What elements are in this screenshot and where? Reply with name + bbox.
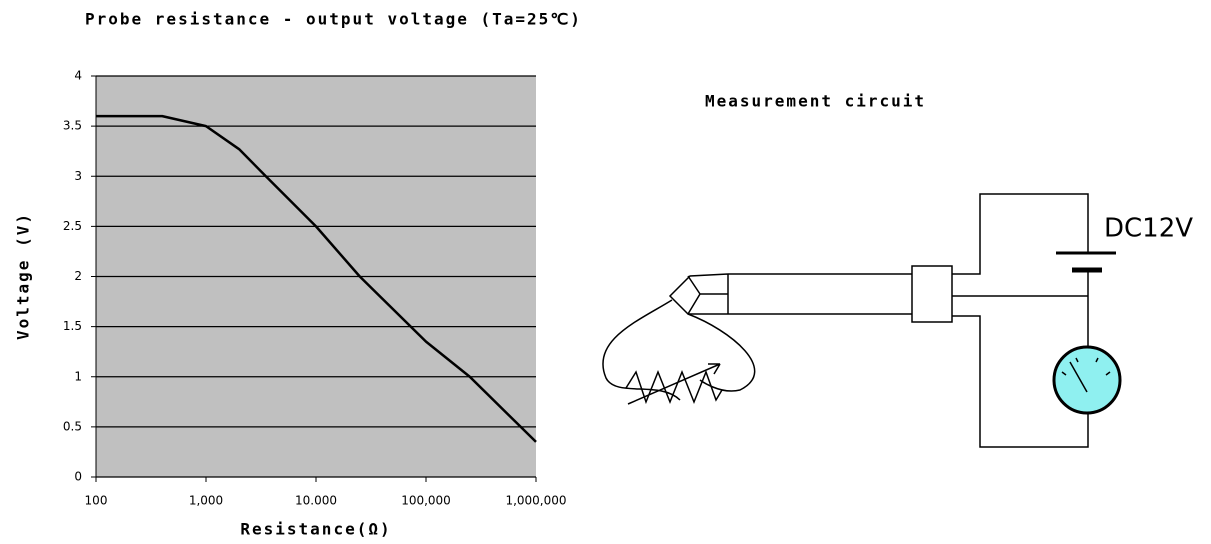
y-tick-label: 2 [74, 269, 82, 283]
connector [911, 265, 953, 323]
y-tick-label: 3.5 [63, 119, 82, 133]
probe [668, 273, 912, 315]
x-tick-label: 1,000 [189, 494, 223, 508]
y-tick-label: 3 [74, 169, 82, 183]
x-tick-label: 100 [85, 494, 108, 508]
circuit: Measurement circuit DC12V [602, 92, 1193, 448]
x-axis-label: Resistance(Ω) [240, 520, 391, 539]
meter [1052, 345, 1122, 415]
data-line [96, 114, 537, 443]
y-tick-label: 2.5 [63, 219, 82, 233]
circuit-title: Measurement circuit [705, 92, 926, 111]
y-tick-label: 0.5 [63, 419, 82, 433]
chart-title: Probe resistance - output voltage (Ta=25… [85, 10, 582, 29]
probe-leads [602, 299, 756, 401]
meter-needle [1061, 357, 1111, 393]
wires [952, 193, 1089, 448]
y-tick-label: 0 [74, 470, 82, 484]
supply-label: DC12V [1104, 214, 1193, 244]
resistor [625, 363, 723, 405]
x-tick-label: 1,000,000 [505, 494, 566, 508]
y-tick-label: 1 [74, 369, 82, 383]
y-tick-label: 4 [74, 69, 82, 83]
y-tick-label: 1.5 [63, 319, 82, 333]
y-axis-label: Voltage (V) [14, 212, 33, 340]
x-tick-label: 100,000 [401, 494, 451, 508]
x-tick-label: 10.000 [295, 494, 337, 508]
